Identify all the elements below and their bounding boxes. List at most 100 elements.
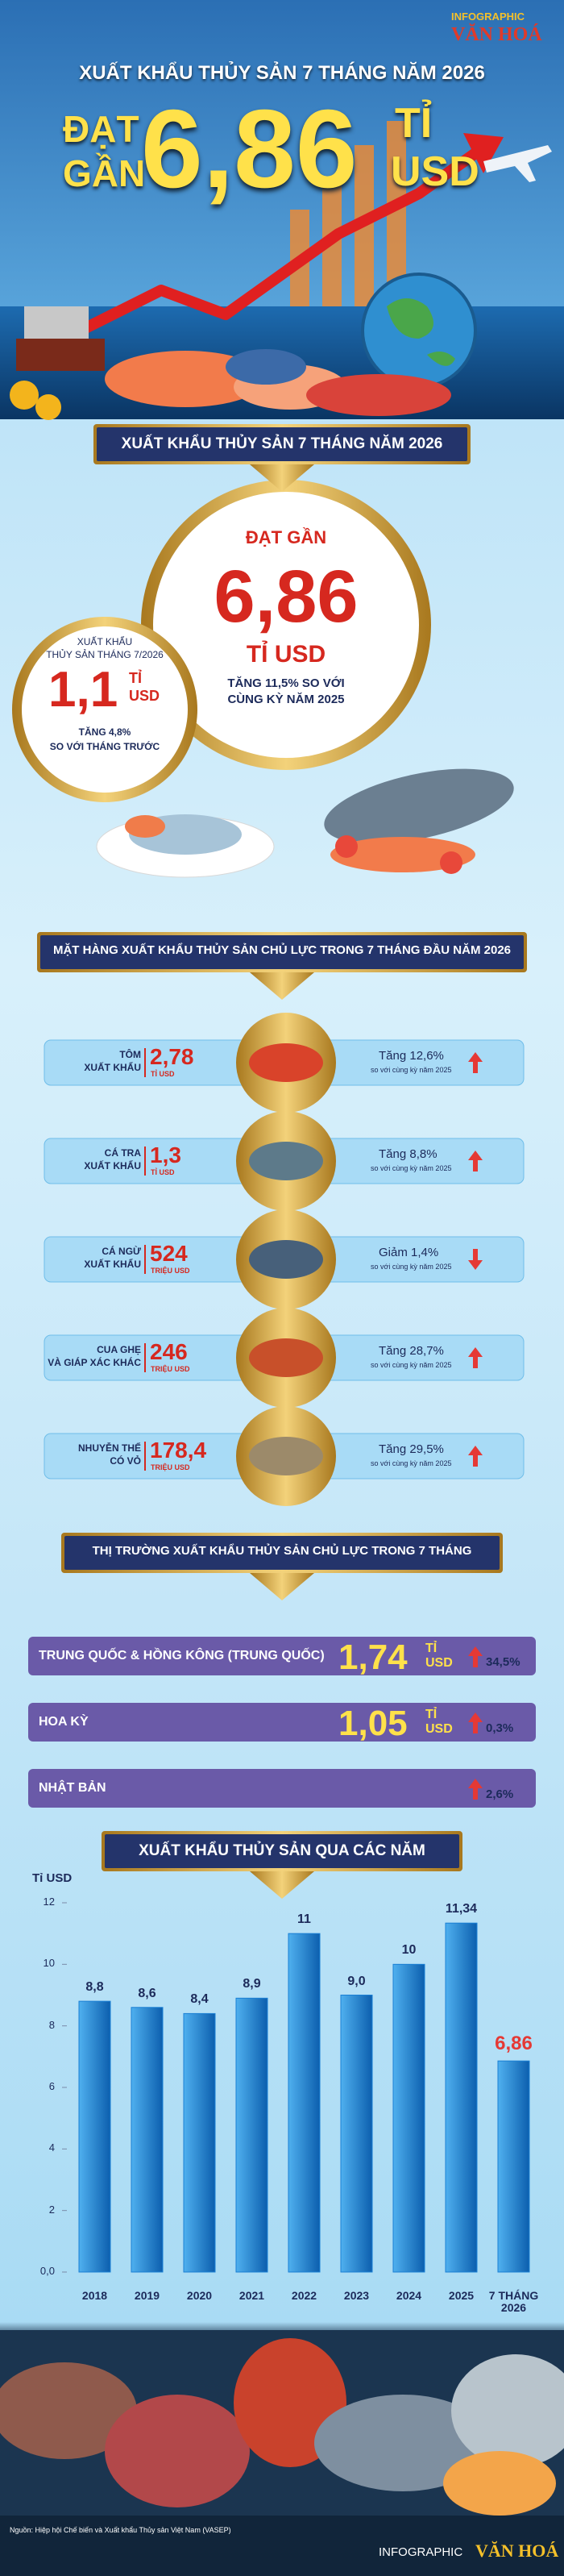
banner-chevron xyxy=(250,1871,314,1899)
market-bar xyxy=(28,1637,536,1675)
change-arrow xyxy=(468,1151,483,1171)
footer-logo-left: INFOGRAPHIC xyxy=(379,2545,463,2559)
banner xyxy=(105,1834,459,1868)
lead-bottom: GẦN xyxy=(63,152,146,194)
section-title: XUẤT KHẨU THỦY SẢN QUA CÁC NĂM xyxy=(139,1842,425,1859)
product-name: TÔM xyxy=(119,1049,141,1060)
product-unit: TRIỆU USD xyxy=(151,1365,190,1373)
bar xyxy=(183,2012,216,2273)
market-value: 1,74 xyxy=(338,1638,408,1677)
product-name: CUA GHẸ xyxy=(97,1344,141,1355)
product-value: 524 xyxy=(150,1241,188,1266)
product-name: CÁ NGỪ xyxy=(102,1246,141,1257)
value-label: 8,6 xyxy=(138,1986,156,2000)
month-unit: USD xyxy=(129,688,160,704)
product-name: CÁ TRA xyxy=(104,1147,141,1159)
market-arrow xyxy=(468,1646,483,1667)
product-icon xyxy=(249,1240,323,1279)
month-label: XUẤT KHẨU xyxy=(77,636,133,647)
y-tick-label: 8 xyxy=(48,2018,55,2031)
product-unit: TỈ USD xyxy=(151,1070,175,1078)
product-unit: TRIỆU USD xyxy=(151,1463,190,1471)
section-title: THỊ TRƯỜNG XUẤT KHẨU THỦY SẢN CHỦ LỰC TR… xyxy=(92,1544,472,1558)
month-unit: TỈ xyxy=(129,670,142,686)
main-label: ĐẠT GẦN xyxy=(245,527,327,547)
x-tick-label: 2024 xyxy=(396,2289,422,2302)
product-value: 1,3 xyxy=(150,1142,181,1167)
y-axis-label: Tỉ USD xyxy=(32,1871,73,1885)
y-tick-label: 6 xyxy=(48,2080,55,2092)
value-label: 9,0 xyxy=(347,1974,366,1988)
banner xyxy=(64,1536,500,1570)
main-value: 6,86 xyxy=(214,556,359,638)
bar xyxy=(445,1922,478,2273)
unit-bottom: USD xyxy=(391,148,479,195)
value-label: 8,9 xyxy=(243,1977,261,1991)
market-unit: TỈ xyxy=(425,1708,438,1721)
product-note: so với cùng kỳ năm 2025 xyxy=(371,1164,452,1172)
y-tick-label: 4 xyxy=(48,2141,55,2154)
footer-art xyxy=(0,2330,564,2576)
product-value: 178,4 xyxy=(150,1438,207,1463)
product-icon xyxy=(249,1437,323,1475)
change-arrow xyxy=(468,1249,483,1270)
value-label: 10 xyxy=(401,1943,417,1958)
lead-top: ĐẠT xyxy=(63,108,139,150)
x-tick-label: 2020 xyxy=(186,2289,213,2302)
logo-bottom: VĂN HOÁ xyxy=(451,24,542,45)
value-label: 11,34 xyxy=(445,1902,478,1916)
product-name: NHUYỄN THỂ xyxy=(77,1442,141,1454)
month-note: SO VỚI THÁNG TRƯỚC xyxy=(49,741,160,752)
banner xyxy=(97,427,467,461)
section-title: MẶT HÀNG XUẤT KHẨU THỦY SẢN CHỦ LỰC TRON… xyxy=(52,943,512,957)
x-tick-label: 2023 xyxy=(343,2289,370,2302)
market-name: NHẬT BẢN xyxy=(39,1781,106,1795)
banner xyxy=(40,935,524,969)
logo-top: INFOGRAPHIC xyxy=(451,10,525,23)
source: Nguồn: Hiệp hội Chế biến và Xuất khẩu Th… xyxy=(10,2526,231,2534)
market-change: 2,6% xyxy=(486,1787,514,1801)
product-icon xyxy=(249,1338,323,1377)
main-unit: TỈ USD xyxy=(246,641,326,668)
product-note: so với cùng kỳ năm 2025 xyxy=(371,1459,452,1467)
change-arrow xyxy=(468,1446,483,1467)
y-tick-label: 10 xyxy=(43,1957,55,1970)
bar xyxy=(392,1963,425,2273)
footer-logo-right: VĂN HOÁ xyxy=(475,2541,559,2561)
bar xyxy=(78,2000,111,2273)
y-tick-label: 0,0 xyxy=(39,2265,55,2277)
product-value: 246 xyxy=(150,1339,188,1364)
value-label: 8,8 xyxy=(85,1980,104,1995)
bar xyxy=(288,1933,321,2273)
header-title: XUẤT KHẨU THỦY SẢN 7 THÁNG NĂM 2026 xyxy=(79,62,485,84)
product-unit: TRIỆU USD xyxy=(151,1267,190,1275)
market-bar xyxy=(28,1703,536,1742)
x-tick-label: 2019 xyxy=(134,2289,160,2302)
month-note: TĂNG 4,8% xyxy=(78,726,131,738)
market-arrow xyxy=(468,1779,483,1800)
market-name: HOA KỲ xyxy=(39,1715,89,1729)
product-change: Tăng 12,6% xyxy=(379,1049,444,1063)
market-unit: TỈ xyxy=(425,1642,438,1655)
market-value: 1,05 xyxy=(338,1704,408,1743)
product-unit: TỈ USD xyxy=(151,1168,175,1176)
market-arrow xyxy=(468,1712,483,1733)
product-change: Giảm 1,4% xyxy=(379,1246,439,1259)
x-tick-label: 2025 xyxy=(448,2289,475,2302)
banner-chevron xyxy=(250,464,314,492)
product-name: XUẤT KHẨU xyxy=(84,1160,141,1171)
product-name: XUẤT KHẨU xyxy=(84,1062,141,1073)
market-unit: USD xyxy=(425,1722,453,1736)
change-arrow xyxy=(468,1347,483,1368)
y-tick-label: 12 xyxy=(43,1896,55,1908)
value-label: 11 xyxy=(297,1912,311,1927)
header-art xyxy=(0,121,564,420)
product-change: Tăng 8,8% xyxy=(379,1147,438,1161)
month-label: THỦY SẢN THÁNG 7/2026 xyxy=(46,649,164,660)
product-icon xyxy=(249,1043,323,1082)
bar xyxy=(497,2060,530,2273)
main-note: CÙNG KỲ NĂM 2025 xyxy=(227,693,345,706)
market-change: 34,5% xyxy=(486,1655,520,1669)
product-note: so với cùng kỳ năm 2025 xyxy=(371,1361,452,1369)
